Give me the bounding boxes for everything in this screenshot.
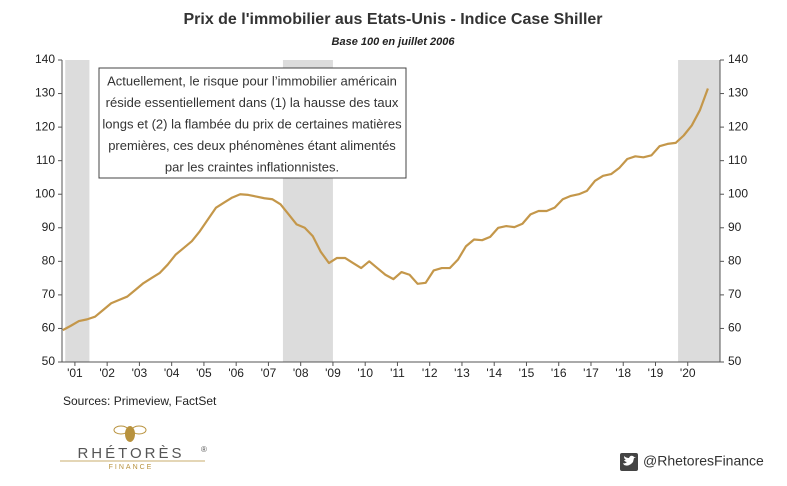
annotation-box <box>98 67 407 179</box>
x-tick-label: '10 <box>357 366 373 380</box>
x-tick-label: '01 <box>67 366 83 380</box>
x-tick-label: '03 <box>132 366 148 380</box>
x-tick-label: '17 <box>583 366 599 380</box>
annotation-line: Actuellement, le risque pour l’immobilie… <box>107 73 397 88</box>
recession-band <box>678 60 720 362</box>
y-tick-label: 140 <box>35 52 55 66</box>
x-tick-label: '11 <box>390 366 405 380</box>
x-tick-label: '20 <box>680 366 696 380</box>
brand-mark: ® <box>201 445 207 454</box>
x-tick-label: '12 <box>422 366 438 380</box>
x-tick-label: '06 <box>228 366 244 380</box>
y-tick-label: 110 <box>36 153 55 167</box>
y2-tick-label: 80 <box>728 254 742 268</box>
recession-band <box>65 60 90 362</box>
brand: RHÉTORÈS <box>77 445 184 462</box>
brand-sub: FINANCE <box>109 464 154 471</box>
chart-title: Prix de l'immobilier aus Etats-Unis - In… <box>183 11 602 28</box>
annotation-line: longs et (2) la flambée du prix de certa… <box>102 116 402 131</box>
chart-subtitle: Base 100 en juillet 2006 <box>332 36 456 48</box>
y2-tick-label: 130 <box>728 86 748 100</box>
line-series <box>62 88 709 332</box>
y-tick-label: 100 <box>35 186 55 200</box>
y-tick-label: 60 <box>42 321 56 335</box>
x-tick-label: '18 <box>615 366 631 380</box>
x-tick-label: '07 <box>261 366 277 380</box>
x-tick-label: '04 <box>164 366 180 380</box>
y-tick-label: 130 <box>35 86 55 100</box>
annotation-line: par les craintes inflationnistes. <box>165 159 339 174</box>
x-tick-label: '08 <box>293 366 309 380</box>
x-tick-label: '16 <box>551 366 567 380</box>
y2-tick-label: 70 <box>728 287 742 301</box>
y-tick-label: 120 <box>35 119 55 133</box>
annotation-line: premières, ces deux phénomènes étant ali… <box>108 138 396 153</box>
x-tick-label: '19 <box>648 366 664 380</box>
y2-tick-label: 50 <box>728 354 742 368</box>
handle[interactable]: @RhetoresFinance <box>643 453 764 469</box>
y2-tick-label: 110 <box>728 153 747 167</box>
y-tick-label: 80 <box>42 254 56 268</box>
y-tick-label: 70 <box>42 287 56 301</box>
annotation-line: réside essentiellement dans (1) la hauss… <box>106 95 399 110</box>
y2-tick-label: 100 <box>728 186 748 200</box>
y2-tick-label: 90 <box>728 220 742 234</box>
x-tick-label: '05 <box>196 366 212 380</box>
twitter-bird <box>623 455 636 466</box>
x-tick-label: '13 <box>454 366 470 380</box>
x-tick-label: '09 <box>325 366 341 380</box>
y-tick-label: 90 <box>42 220 56 234</box>
logo <box>60 425 205 462</box>
x-tick-label: '15 <box>519 366 535 380</box>
y-tick-label: 50 <box>42 354 56 368</box>
y2-tick-label: 60 <box>728 321 742 335</box>
x-tick-label: '02 <box>99 366 115 380</box>
x-tick-label: '14 <box>486 366 502 380</box>
source: Sources: Primeview, FactSet <box>63 394 217 408</box>
y2-tick-label: 140 <box>728 52 748 66</box>
y2-tick-label: 120 <box>728 119 748 133</box>
